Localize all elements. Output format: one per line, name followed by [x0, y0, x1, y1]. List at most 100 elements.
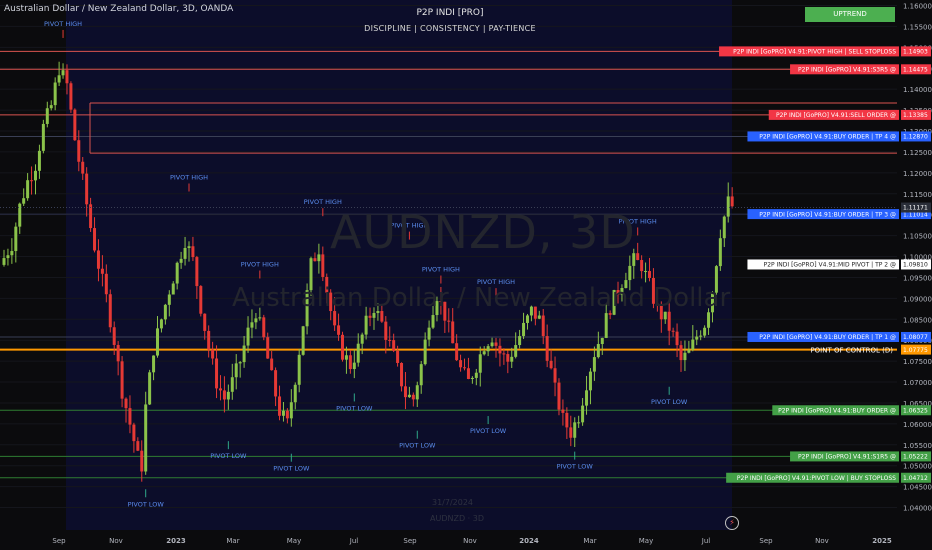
- level-tag-bg: [790, 64, 899, 75]
- candle-body: [281, 410, 285, 416]
- level-tags: P2P INDI [GoPRO] V4.91:PIVOT HIGH | SELL…: [0, 46, 931, 483]
- time-tick-label: Mar: [583, 537, 596, 545]
- candle-body: [537, 315, 541, 319]
- candle-body: [333, 311, 337, 326]
- candle-body: [226, 391, 230, 400]
- candle-body: [577, 422, 581, 424]
- indicator-range-background: [66, 0, 732, 530]
- pivot-low-label: PIVOT LOW: [128, 500, 165, 508]
- time-tick-label: Jul: [349, 537, 359, 545]
- candle-body: [478, 354, 482, 373]
- level-tag-bg: [747, 209, 899, 220]
- level-value-label: 1.06325: [903, 407, 928, 414]
- price-tick-label: 1.06500: [903, 400, 932, 408]
- level-value-bg: [901, 331, 931, 342]
- candle-body: [482, 351, 486, 355]
- candle-body: [561, 409, 565, 413]
- candle-body: [266, 337, 270, 359]
- price-tick-label: 1.05500: [903, 442, 932, 450]
- pivot-low-label: PIVOT LOW: [399, 442, 436, 450]
- pivot-high-label: PIVOT HIGH: [241, 261, 279, 269]
- level-tag-label: P2P INDI [GoPRO] V4.91:BUY ORDER | TP 1 …: [759, 334, 896, 341]
- level-value-label: 1.14903: [903, 49, 928, 56]
- candle-body: [234, 363, 238, 378]
- candle-body: [529, 306, 533, 316]
- candle-body: [73, 109, 77, 141]
- pivot-high-label: PIVOT HIGH: [477, 278, 515, 286]
- time-axis[interactable]: Sep Nov 2023 Mar May Jul Sep Nov 2024 Mar May Jul Se…: [0, 530, 932, 550]
- candle-body: [215, 358, 219, 389]
- candle-body: [6, 255, 10, 259]
- candle-body: [69, 83, 73, 110]
- candle-body: [671, 330, 675, 332]
- candle-body: [132, 424, 136, 442]
- level-value-bg: [901, 451, 931, 462]
- candle-body: [722, 216, 726, 239]
- pivot-low-label: PIVOT LOW: [273, 465, 310, 473]
- candle-body: [270, 358, 274, 371]
- level-tag-bg: [719, 46, 899, 57]
- candle-body: [14, 226, 18, 252]
- pivot-low-label: PIVOT LOW: [210, 452, 247, 460]
- watermark-name: Australian Dollar / New Zealand Dollar: [232, 283, 731, 313]
- candle-body: [592, 357, 596, 372]
- candle-body: [329, 292, 333, 312]
- price-tick-label: 1.05000: [903, 463, 932, 471]
- candle-body: [459, 360, 463, 368]
- candle-body: [337, 325, 341, 335]
- candle-body: [93, 228, 97, 251]
- candle-body: [616, 290, 620, 295]
- price-tick-label: 1.09500: [903, 274, 932, 282]
- candle-body: [506, 354, 510, 362]
- time-tick-label: Sep: [403, 537, 417, 545]
- candle-body: [120, 361, 124, 399]
- candle-body: [525, 315, 529, 323]
- candle-body: [246, 327, 250, 346]
- candle-body: [624, 280, 628, 288]
- candle-body: [250, 322, 254, 328]
- candle-body: [687, 349, 691, 353]
- candle-body: [403, 386, 407, 398]
- candle-body: [207, 330, 211, 350]
- candle-body: [419, 364, 423, 386]
- candle-body: [486, 346, 490, 352]
- candle-body: [376, 311, 380, 314]
- candle-body: [545, 336, 549, 361]
- candle-body: [163, 304, 167, 320]
- price-tick-label: 1.04000: [903, 505, 932, 513]
- candle-body: [148, 372, 152, 405]
- candle-body: [553, 368, 557, 383]
- level-value-bg: [901, 109, 931, 120]
- candle-body: [89, 204, 93, 229]
- candle-body: [254, 318, 258, 323]
- candle-body: [218, 388, 222, 391]
- candle-body: [695, 336, 699, 340]
- candle-body: [2, 258, 6, 265]
- candle-body: [340, 334, 344, 360]
- candle-body: [49, 105, 53, 109]
- price-axis[interactable]: 1.160001.155001.150001.145001.140001.135…: [897, 0, 932, 550]
- pivot-high-label: PIVOT HIGH: [619, 217, 657, 225]
- poc-label: POINT OF CONTROL (D): [810, 347, 893, 355]
- candle-body: [53, 82, 57, 106]
- candle-body: [423, 339, 427, 365]
- level-tag-label: P2P INDI [GoPRO] V4.91:BUY ORDER | TP 3 …: [759, 211, 896, 218]
- candle-body: [407, 394, 411, 398]
- candle-body: [203, 313, 207, 331]
- candle-body: [112, 327, 116, 345]
- time-tick-label: Sep: [759, 537, 773, 545]
- pivot-high-label: PIVOT HIGH: [44, 20, 82, 28]
- candle-body: [128, 408, 132, 425]
- price-tick-label: 1.15500: [903, 23, 932, 31]
- candle-body: [380, 311, 384, 322]
- candle-body: [648, 271, 652, 278]
- candle-body: [730, 196, 734, 207]
- candle-body: [474, 372, 478, 378]
- price-tick-label: 1.06000: [903, 421, 932, 429]
- lightning-icon[interactable]: ⚡: [725, 516, 739, 530]
- candle-body: [714, 266, 718, 293]
- candle-body: [144, 404, 148, 472]
- pivot-high-label: PIVOT HIGH: [390, 222, 428, 230]
- candle-body: [651, 277, 655, 304]
